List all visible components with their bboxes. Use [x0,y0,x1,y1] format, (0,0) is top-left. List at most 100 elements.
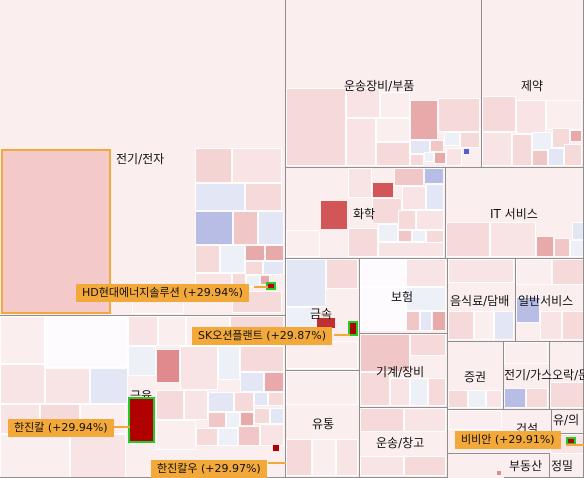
stock-tile[interactable] [394,168,424,186]
stock-tile[interactable] [0,364,45,404]
stock-tile[interactable] [258,211,284,245]
stock-tile[interactable] [208,392,234,412]
sector-securities[interactable] [448,342,504,410]
stock-tile[interactable] [424,168,444,184]
stock-tile[interactable] [570,240,583,257]
stock-tile[interactable] [426,184,444,210]
stock-tile[interactable] [238,426,260,446]
sector-real-estate[interactable] [504,454,550,478]
stock-tile[interactable] [496,470,502,476]
stock-tile[interactable] [232,148,282,183]
stock-tile[interactable] [348,168,372,198]
stock-tile[interactable] [448,390,468,408]
stock-tile[interactable] [552,259,583,285]
stock-tile[interactable] [406,259,446,287]
stock-tile[interactable] [240,372,264,392]
stock-tile[interactable] [546,100,582,130]
stock-tile[interactable] [412,230,426,242]
stock-tile[interactable] [463,148,470,155]
stock-tile[interactable] [376,142,410,166]
stock-tile[interactable] [516,259,552,285]
stock-tile[interactable] [390,378,410,406]
stock-tile[interactable] [260,275,270,285]
stock-tile[interactable] [286,259,326,307]
stock-tile[interactable] [402,186,426,210]
stock-tile[interactable] [268,392,284,406]
stock-tile[interactable] [380,92,410,118]
stock-tile[interactable] [286,371,358,405]
stock-tile[interactable] [360,287,406,331]
stock-tile[interactable] [195,245,220,273]
stock-tile[interactable] [70,434,126,477]
stock-tile[interactable] [90,368,128,404]
stock-tile[interactable] [263,261,284,275]
stock-tile[interactable] [233,211,258,245]
stock-tile[interactable] [378,224,398,242]
stock-tile[interactable] [404,456,446,476]
highlight-marker[interactable] [348,321,358,336]
stock-tile[interactable] [45,316,128,368]
stock-tile[interactable] [448,410,502,430]
stock-tile[interactable] [376,118,410,142]
stock-tile[interactable] [424,152,434,162]
stock-tile[interactable] [504,388,526,408]
stock-tile[interactable] [0,434,70,477]
stock-tile[interactable] [504,342,548,364]
stock-tile[interactable] [548,148,564,166]
stock-tile[interactable] [416,210,444,230]
stock-tile[interactable] [220,245,245,273]
sector-metal[interactable] [286,259,360,371]
stock-tile[interactable] [420,311,432,331]
stock-tile[interactable] [512,134,532,166]
stock-tile[interactable] [406,311,420,331]
stock-tile[interactable] [446,148,462,166]
stock-tile[interactable] [516,297,540,323]
stock-tile[interactable] [438,98,480,132]
sector-it-services[interactable] [446,168,584,259]
stock-tile[interactable] [246,275,260,287]
sector-food[interactable] [448,259,516,342]
stock-tile[interactable] [460,132,480,148]
stock-tile[interactable] [320,200,348,230]
sector-insurance[interactable] [360,259,448,334]
stock-tile[interactable] [428,378,446,406]
stock-tile[interactable] [0,316,45,364]
stock-tile[interactable] [448,259,514,283]
stock-tile[interactable] [156,349,180,383]
stock-tile[interactable] [378,242,444,257]
stock-tile[interactable] [240,412,254,426]
stock-tile[interactable] [360,372,390,406]
stock-tile[interactable] [572,222,583,240]
stock-tile[interactable] [240,346,284,372]
stock-tile[interactable] [494,311,514,340]
stock-tile[interactable] [360,334,410,372]
stock-tile[interactable] [482,96,516,132]
stock-tile[interactable] [410,154,424,166]
sector-utilities[interactable] [504,342,550,410]
stock-tile[interactable] [516,100,546,134]
stock-tile[interactable] [346,118,376,166]
stock-tile[interactable] [398,230,412,242]
stock-tile[interactable] [410,378,428,406]
stock-tile[interactable] [45,368,90,404]
highlight-marker[interactable] [128,397,155,443]
stock-tile[interactable] [270,408,284,424]
stock-tile[interactable] [410,334,446,356]
stock-tile[interactable] [264,372,284,392]
stock-tile[interactable] [260,424,284,446]
stock-tile[interactable] [180,346,218,390]
stock-tile[interactable] [272,444,280,452]
sector-chemical[interactable] [286,168,446,259]
stock-tile[interactable] [526,388,548,408]
sector-logistics[interactable] [360,408,448,478]
sector-machinery[interactable] [360,334,448,408]
stock-tile[interactable] [346,88,380,118]
sector-distribution[interactable] [286,371,360,478]
stock-tile[interactable] [254,408,270,424]
stock-tile[interactable] [218,346,240,380]
stock-tile[interactable] [245,261,263,275]
stock-tile[interactable] [156,390,184,420]
stock-tile[interactable] [245,245,265,261]
stock-tile[interactable] [474,311,494,340]
stock-tile[interactable] [444,132,460,146]
